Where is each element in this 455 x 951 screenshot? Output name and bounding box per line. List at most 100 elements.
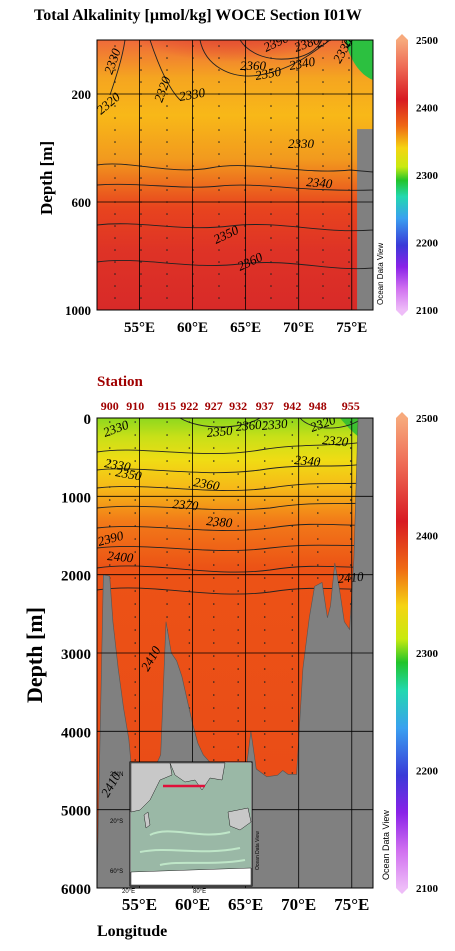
inset-lon-label: 80°E xyxy=(193,889,206,895)
lower-sample-point xyxy=(237,551,239,553)
lower-sample-point xyxy=(349,525,352,527)
lower-sample-point xyxy=(108,538,111,540)
upper-sample-point xyxy=(166,153,168,155)
upper-contour-label: 2340 xyxy=(288,54,317,73)
upper-sample-point xyxy=(322,57,324,59)
lower-sample-point xyxy=(317,525,319,527)
lower-sample-point xyxy=(108,447,111,449)
upper-sample-point xyxy=(218,297,220,299)
upper-x-tick-label: 65°E xyxy=(230,320,261,336)
upper-sample-point xyxy=(348,45,350,47)
upper-x-axis: 55°E 60°E 65°E 70°E 75°E xyxy=(124,320,367,336)
upper-colorbar-gradient xyxy=(396,40,408,310)
lower-sample-point xyxy=(134,447,137,449)
lower-sample-point xyxy=(263,720,266,722)
lower-sample-point xyxy=(188,590,191,592)
lower-sample-point xyxy=(291,759,294,761)
lower-sample-point xyxy=(166,512,168,514)
lower-sample-point xyxy=(166,447,168,449)
upper-sample-point xyxy=(322,297,324,299)
upper-sample-point xyxy=(270,285,272,287)
upper-sample-point xyxy=(296,285,298,287)
lower-x-tick-label: 60°E xyxy=(175,895,210,914)
lower-sample-point xyxy=(349,499,352,501)
lower-sample-point xyxy=(263,564,266,566)
upper-sample-point xyxy=(166,177,168,179)
lower-contour-label: 2340 xyxy=(294,452,322,469)
upper-sample-point xyxy=(296,273,298,275)
lower-sample-point xyxy=(263,603,266,605)
station-label: 915 xyxy=(158,399,176,413)
upper-sample-point xyxy=(166,249,168,251)
upper-sample-point xyxy=(166,141,168,143)
upper-sample-point xyxy=(322,81,324,83)
lower-sample-point xyxy=(291,629,294,631)
inset-africa-land xyxy=(130,762,173,813)
lower-sample-point xyxy=(108,473,111,475)
upper-colorbar-tick-label: 2200 xyxy=(416,238,439,250)
upper-sample-point xyxy=(166,261,168,263)
lower-contour-label: 2350 xyxy=(114,464,143,483)
lower-sample-point xyxy=(134,434,137,436)
lower-sample-point xyxy=(291,473,294,475)
lower-contour-line xyxy=(97,439,373,454)
upper-colorbar-tick-label: 2300 xyxy=(416,170,439,182)
lower-sample-point xyxy=(237,421,239,423)
lower-sample-point xyxy=(291,538,294,540)
lower-sample-point xyxy=(212,681,215,683)
lower-section-plot: Station 900 910 915 922 927 932 937 942 948 955 2… xyxy=(22,374,439,940)
lower-sample-point xyxy=(317,434,319,436)
upper-sample-point xyxy=(218,81,220,83)
upper-sample-point xyxy=(218,45,220,47)
lower-sample-point xyxy=(166,603,168,605)
lower-sample-point xyxy=(263,655,266,657)
upper-sample-point xyxy=(166,237,168,239)
lower-sample-point xyxy=(237,681,239,683)
lower-sample-point xyxy=(212,460,215,462)
lower-sample-point xyxy=(134,564,137,566)
upper-sample-point xyxy=(114,189,116,191)
upper-sample-point xyxy=(322,177,324,179)
upper-sample-point xyxy=(348,81,350,83)
lower-sample-point xyxy=(349,486,352,488)
lower-sample-point xyxy=(317,486,319,488)
station-label: 948 xyxy=(309,399,327,413)
lower-sample-point xyxy=(237,733,239,735)
lower-sample-point xyxy=(263,473,266,475)
upper-sample-point xyxy=(114,57,116,59)
lower-sample-point xyxy=(212,642,215,644)
upper-sample-point xyxy=(296,165,298,167)
lower-sample-point xyxy=(188,447,191,449)
upper-sample-point xyxy=(296,129,298,131)
upper-x-tick-label: 75°E xyxy=(336,320,367,336)
upper-sample-point xyxy=(140,225,142,227)
lower-x-tick-label: 70°E xyxy=(281,895,316,914)
inset-asia-land xyxy=(169,762,226,791)
lower-sample-point xyxy=(134,707,137,709)
upper-y-tick-label: 1000 xyxy=(65,303,91,318)
lower-sample-point xyxy=(212,486,215,488)
upper-contour-label: 2310 xyxy=(338,19,364,49)
upper-sample-point xyxy=(270,117,272,119)
lower-colorbar-bottom-arrow xyxy=(396,888,408,894)
upper-sample-point xyxy=(140,237,142,239)
lower-sample-point xyxy=(166,616,168,618)
lower-sample-point xyxy=(212,473,215,475)
lower-x-axis: 55°E 60°E 65°E 70°E 75°E xyxy=(122,895,369,914)
upper-sample-point xyxy=(348,225,350,227)
lower-sample-point xyxy=(212,655,215,657)
lower-sample-point xyxy=(188,512,191,514)
lower-colorbar-tick-label: 2200 xyxy=(416,766,439,778)
lower-colorbar-tick-label: 2500 xyxy=(416,413,439,425)
lower-sample-point xyxy=(212,694,215,696)
upper-sample-point xyxy=(114,285,116,287)
lower-sample-point xyxy=(291,746,294,748)
lower-sample-point xyxy=(349,512,352,514)
upper-sample-point xyxy=(114,297,116,299)
upper-sample-point xyxy=(140,273,142,275)
upper-sample-point xyxy=(140,129,142,131)
lower-sample-point xyxy=(212,707,215,709)
lower-sample-point xyxy=(291,681,294,683)
inset-madagascar-land xyxy=(143,811,151,829)
lower-colorbar-top-arrow xyxy=(396,412,408,418)
